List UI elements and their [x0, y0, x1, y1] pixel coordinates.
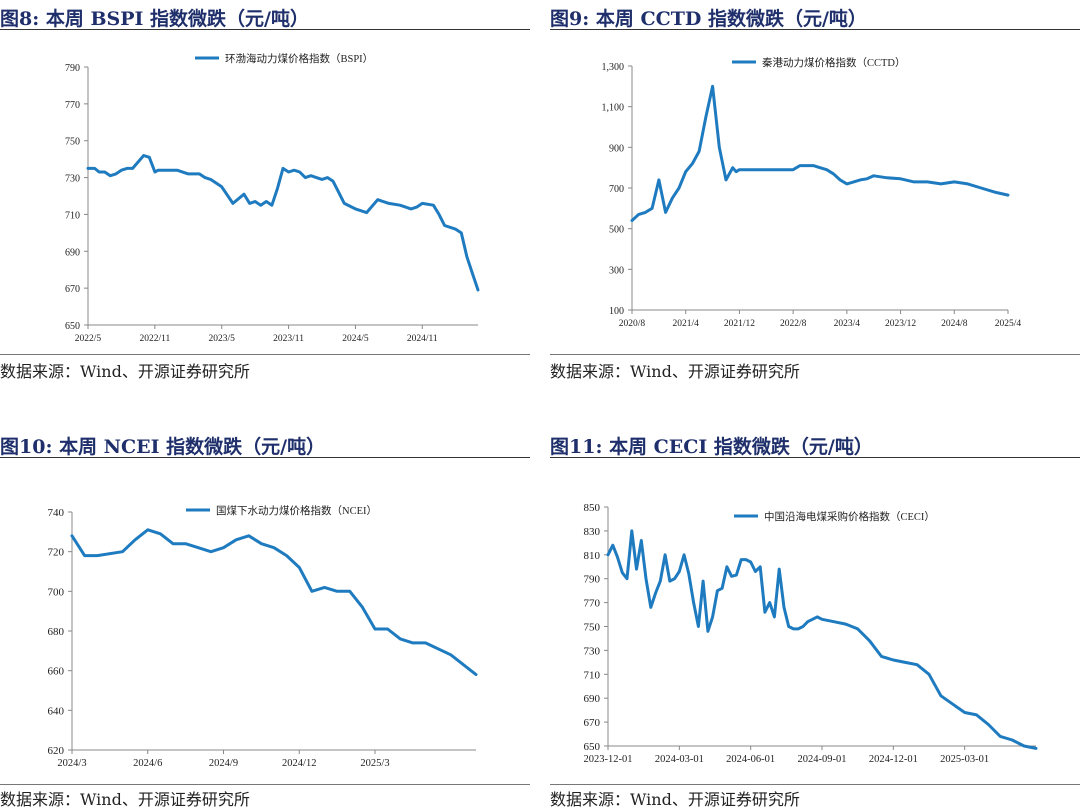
x-tick-label: 2024/12 [282, 758, 316, 769]
y-tick-label: 770 [584, 598, 601, 610]
y-tick-label: 670 [65, 284, 80, 295]
y-tick-label: 740 [48, 507, 65, 519]
x-tick-label: 2021/12 [724, 319, 755, 329]
y-tick-label: 790 [584, 574, 601, 586]
y-tick-label: 750 [65, 137, 80, 148]
source-divider [0, 354, 530, 355]
y-tick-label: 1,300 [602, 62, 625, 73]
x-tick-label: 2024-09-01 [798, 754, 847, 765]
title-divider [0, 29, 530, 30]
chart-title: 图10: 本周 NCEI 指数微跌（元/吨） [0, 436, 326, 458]
y-tick-label: 730 [65, 174, 80, 185]
x-tick-label: 2023-12-01 [584, 754, 633, 765]
title-divider [0, 457, 530, 458]
data-source-note: 数据来源：Wind、开源证券研究所 [0, 790, 250, 809]
legend: 国煤下水动力煤价格指数（NCEI） [186, 504, 377, 517]
y-tick-label: 900 [609, 143, 624, 154]
x-tick-label: 2023/5 [209, 334, 236, 344]
x-tick-label: 2020/8 [619, 319, 646, 329]
chart-svg: 100 300 500 700 900 1,100 1,300 2020/8 2021/4 202… [602, 56, 1022, 329]
x-tick-label: 2022/8 [780, 319, 807, 329]
chart-panel-bspi: 图8: 本周 BSPI 指数微跌（元/吨） 650 670 690 710 730 750… [0, 0, 530, 381]
source-divider [0, 784, 530, 785]
y-tick-label: 790 [65, 63, 80, 74]
x-tick-label: 2025/3 [360, 758, 389, 769]
y-tick-label: 710 [584, 669, 601, 681]
y-tick-label: 640 [48, 705, 65, 717]
legend-label: 秦港动力煤价格指数（CCTD） [762, 56, 906, 69]
legend: 秦港动力煤价格指数（CCTD） [732, 56, 906, 69]
title-divider [550, 29, 1080, 30]
x-tick-label: 2024-03-01 [655, 754, 704, 765]
x-tick-label: 2025-03-01 [940, 754, 989, 765]
data-source-note: 数据来源：Wind、开源证券研究所 [550, 362, 800, 381]
series-line [630, 84, 1010, 222]
chart-panel-ncei: 图10: 本周 NCEI 指数微跌（元/吨） 620 640 660 680 700 72… [0, 428, 530, 809]
title-divider [550, 457, 1080, 458]
y-tick-label: 100 [609, 306, 624, 317]
source-divider [550, 784, 1080, 785]
source-divider [550, 354, 1080, 355]
x-tick-label: 2024/8 [941, 319, 968, 329]
y-tick-label: 850 [584, 502, 601, 514]
y-tick-label: 670 [584, 717, 601, 729]
x-tick-label: 2024-06-01 [726, 754, 775, 765]
y-tick-label: 300 [609, 265, 624, 276]
chart-svg: 650 670 690 710 730 750 770 790 810 830 850 2023-12… [584, 502, 1038, 765]
x-tick-label: 2024/9 [209, 758, 238, 769]
data-source-note: 数据来源：Wind、开源证券研究所 [0, 362, 250, 381]
x-tick-label: 2024/5 [342, 334, 369, 344]
x-tick-label: 2025/4 [995, 319, 1022, 329]
legend: 环渤海动力煤价格指数（BSPI） [195, 52, 373, 65]
legend: 中国沿海电煤采购价格指数（CECI） [734, 510, 935, 523]
y-tick-label: 700 [48, 586, 65, 598]
series-line [606, 529, 1038, 750]
chart-svg: 650 670 690 710 730 750 770 790 2022/5 2022/11 202… [65, 52, 480, 344]
x-tick-label: 2024-12-01 [869, 754, 918, 765]
y-tick-label: 810 [584, 550, 601, 562]
y-tick-label: 690 [65, 247, 80, 258]
x-tick-label: 2024/3 [57, 758, 86, 769]
legend-label: 国煤下水动力煤价格指数（NCEI） [216, 504, 377, 517]
x-tick-label: 2024/6 [133, 758, 162, 769]
y-tick-label: 770 [65, 100, 80, 111]
y-tick-label: 660 [48, 666, 65, 678]
data-source-note: 数据来源：Wind、开源证券研究所 [550, 790, 800, 809]
y-tick-label: 720 [48, 547, 65, 559]
x-tick-label: 2023/4 [834, 319, 861, 329]
y-tick-label: 620 [48, 745, 65, 757]
x-tick-label: 2022/5 [75, 334, 102, 344]
chart-panel-ceci: 图11: 本周 CECI 指数微跌（元/吨） 650 670 690 710 730 75… [550, 428, 1080, 809]
y-tick-label: 750 [584, 622, 601, 634]
y-tick-label: 730 [584, 645, 601, 657]
legend-label: 中国沿海电煤采购价格指数（CECI） [764, 510, 935, 523]
y-tick-label: 710 [65, 210, 80, 221]
y-tick-label: 680 [48, 626, 65, 638]
chart-title: 图9: 本周 CCTD 指数微跌（元/吨） [550, 8, 867, 30]
series-line [70, 528, 478, 677]
y-tick-label: 690 [584, 693, 601, 705]
y-tick-label: 650 [65, 321, 80, 332]
chart-title: 图8: 本周 BSPI 指数微跌（元/吨） [0, 8, 309, 30]
y-tick-label: 650 [584, 741, 601, 753]
x-tick-label: 2024/11 [407, 334, 438, 344]
y-tick-label: 500 [609, 225, 624, 236]
y-tick-label: 700 [609, 184, 624, 195]
x-tick-label: 2023/12 [885, 319, 916, 329]
chart-svg: 620 640 660 680 700 720 740 2024/3 2024/6 2024/9 2… [48, 504, 478, 769]
x-tick-label: 2023/11 [273, 334, 304, 344]
legend-label: 环渤海动力煤价格指数（BSPI） [225, 52, 373, 65]
series-line [86, 154, 480, 292]
y-tick-label: 1,100 [602, 103, 625, 114]
chart-title: 图11: 本周 CECI 指数微跌（元/吨） [550, 436, 873, 458]
chart-panel-cctd: 图9: 本周 CCTD 指数微跌（元/吨） 100 300 500 700 900 1,1… [550, 0, 1080, 381]
x-tick-label: 2021/4 [673, 319, 700, 329]
y-tick-label: 830 [584, 526, 601, 538]
x-tick-label: 2022/11 [139, 334, 170, 344]
